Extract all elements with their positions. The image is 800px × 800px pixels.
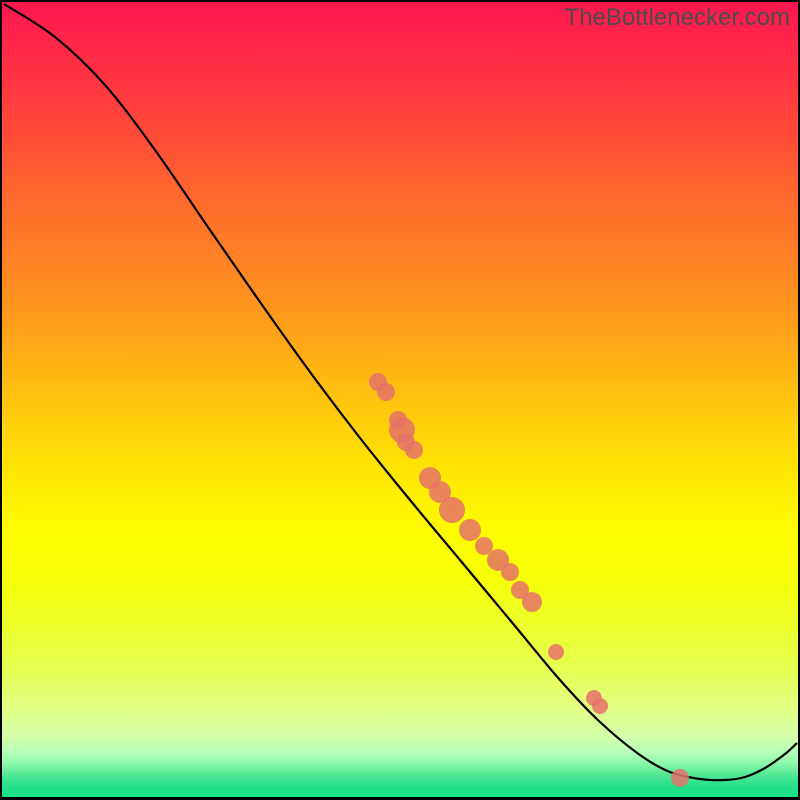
data-marker bbox=[548, 644, 564, 660]
data-marker bbox=[671, 769, 689, 787]
data-marker bbox=[592, 698, 608, 714]
data-markers bbox=[369, 373, 689, 787]
data-marker bbox=[522, 592, 542, 612]
bottleneck-chart: TheBottlenecker.com bbox=[0, 0, 800, 800]
chart-border bbox=[1, 1, 799, 799]
data-marker bbox=[459, 519, 481, 541]
watermark-text: TheBottlenecker.com bbox=[565, 4, 790, 32]
bottleneck-curve bbox=[4, 4, 797, 780]
plot-svg bbox=[0, 0, 800, 800]
data-marker bbox=[439, 497, 465, 523]
data-marker bbox=[405, 441, 423, 459]
data-marker bbox=[501, 563, 519, 581]
data-marker bbox=[377, 383, 395, 401]
